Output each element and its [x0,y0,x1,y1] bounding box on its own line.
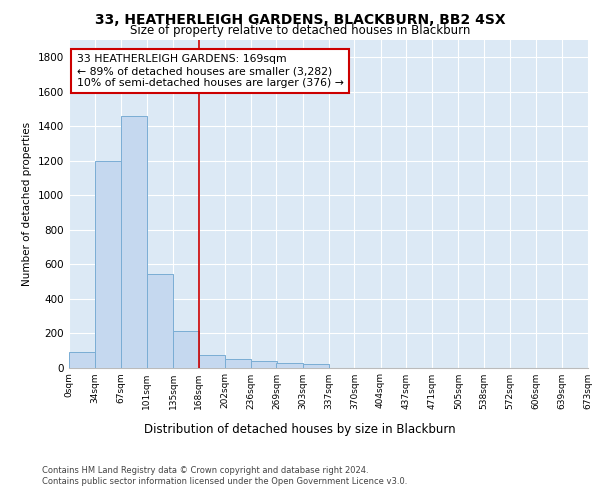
Bar [173,332,199,368]
Bar [121,116,147,368]
Text: 33, HEATHERLEIGH GARDENS, BLACKBURN, BB2 4SX: 33, HEATHERLEIGH GARDENS, BLACKBURN, BB2… [95,12,505,26]
Bar [199,356,225,368]
Text: 33 HEATHERLEIGH GARDENS: 169sqm
← 89% of detached houses are smaller (3,282)
10%: 33 HEATHERLEIGH GARDENS: 169sqm ← 89% of… [77,54,344,88]
Bar [302,364,329,368]
Y-axis label: Number of detached properties: Number of detached properties [22,122,32,286]
Text: Contains HM Land Registry data © Crown copyright and database right 2024.: Contains HM Land Registry data © Crown c… [42,466,368,475]
Bar [277,363,302,368]
Text: Distribution of detached houses by size in Blackburn: Distribution of detached houses by size … [144,422,456,436]
Bar [69,352,95,368]
Bar [95,160,121,368]
Bar [225,359,251,368]
Text: Contains public sector information licensed under the Open Government Licence v3: Contains public sector information licen… [42,478,407,486]
Bar [147,274,173,368]
Text: Size of property relative to detached houses in Blackburn: Size of property relative to detached ho… [130,24,470,37]
Bar [251,362,277,368]
